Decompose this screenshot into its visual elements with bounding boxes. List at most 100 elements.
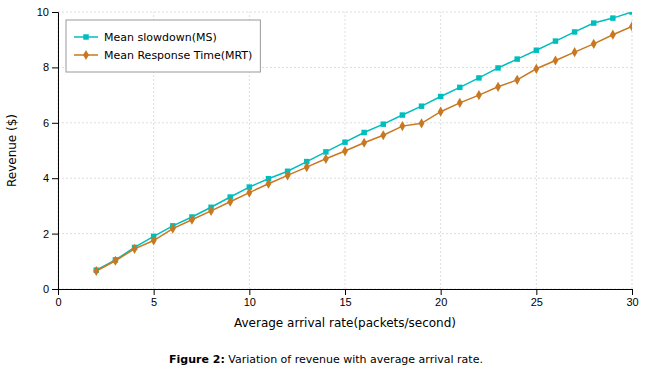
point: [361, 138, 367, 148]
point: [399, 121, 405, 131]
point: [514, 75, 520, 85]
point: [227, 197, 233, 207]
point: [151, 235, 157, 245]
point: [591, 20, 596, 25]
point: [591, 39, 597, 49]
point: [189, 215, 195, 225]
tick-label: 8: [43, 61, 49, 73]
tick-label: 5: [151, 296, 157, 308]
point: [342, 139, 347, 144]
tick-mark: [52, 234, 58, 235]
tick: 30: [626, 289, 638, 308]
tick-label: 6: [43, 117, 49, 129]
point: [132, 244, 138, 254]
tick-label: 20: [435, 296, 447, 308]
tick-mark: [52, 123, 58, 124]
point: [400, 112, 405, 117]
tick-label: 2: [43, 228, 49, 240]
point: [208, 206, 214, 216]
point: [629, 12, 632, 15]
tick-label: 4: [43, 172, 49, 184]
x-axis: 0 5 10 15 20 25 30: [55, 289, 638, 308]
grid-line: [58, 122, 632, 123]
tick-mark: [536, 289, 537, 295]
point: [495, 65, 500, 70]
y-axis-label: Revenue ($): [5, 114, 19, 187]
tick: 10: [37, 6, 58, 18]
point: [323, 154, 329, 164]
y-axis: 0 2 4 6 8 10: [37, 6, 59, 295]
tick-label: 30: [626, 296, 638, 308]
tick-label: 0: [55, 296, 61, 308]
caption: Figure 2: Variation of revenue with aver…: [169, 353, 483, 366]
point: [93, 266, 99, 276]
point: [438, 107, 444, 117]
legend-label: Mean slowdown(MS): [104, 31, 217, 44]
legend-label: Mean Response Time(MRT): [104, 49, 252, 62]
tick-mark: [52, 12, 58, 13]
tick: 15: [339, 289, 351, 308]
tick-mark: [345, 289, 346, 295]
point: [514, 56, 519, 61]
point: [610, 15, 615, 20]
line: [96, 12, 632, 270]
point: [438, 94, 443, 99]
grid-line: [440, 12, 441, 289]
legend: Mean slowdown(MS) Mean Response Time(MRT): [66, 20, 260, 72]
tick-label: 25: [531, 296, 543, 308]
point: [457, 85, 462, 90]
point: [495, 82, 501, 92]
tick-mark: [52, 178, 58, 179]
tick: 20: [435, 289, 447, 308]
point: [380, 130, 386, 140]
tick-mark: [249, 289, 250, 295]
point: [572, 47, 578, 57]
point: [476, 90, 482, 100]
tick: 6: [43, 117, 58, 129]
tick-mark: [154, 289, 155, 295]
grid-line: [58, 12, 632, 13]
point: [419, 118, 425, 128]
tick: 8: [43, 61, 58, 73]
point: [246, 188, 252, 198]
point: [629, 21, 632, 31]
point: [304, 162, 310, 172]
legend-symbol: [83, 50, 89, 60]
caption-part: Variation of revenue with average arriva…: [225, 353, 483, 366]
tick: 4: [43, 172, 58, 184]
point: [476, 75, 481, 80]
plot-area: [93, 12, 632, 276]
tick-mark: [52, 67, 58, 68]
point: [534, 47, 539, 52]
grid: [58, 12, 632, 289]
point: [381, 121, 386, 126]
x-axis-label: Average arrival rate(packets/second): [234, 316, 456, 330]
series: [94, 12, 632, 273]
point: [553, 55, 559, 65]
point: [112, 256, 118, 266]
point: [419, 103, 424, 108]
point: [457, 98, 463, 108]
point: [610, 30, 616, 40]
tick: 5: [151, 289, 157, 308]
point: [342, 146, 348, 156]
grid-line: [536, 12, 537, 289]
series: [93, 21, 632, 276]
point: [533, 64, 539, 74]
grid-line: [632, 12, 633, 289]
tick: 0: [55, 289, 61, 308]
tick-label: 10: [37, 6, 49, 18]
axis-line: [52, 13, 59, 290]
tick: 0: [43, 283, 58, 295]
axis-line: [59, 290, 633, 296]
point: [553, 38, 558, 43]
tick-label: 0: [43, 283, 49, 295]
point: [285, 170, 291, 180]
point: [170, 224, 176, 234]
legend-item: Mean Response Time(MRT): [74, 49, 252, 62]
tick-label: 10: [244, 296, 256, 308]
grid-line: [58, 178, 632, 179]
legend-box: [66, 20, 260, 72]
tick-mark: [52, 289, 58, 290]
tick: 10: [244, 289, 256, 308]
